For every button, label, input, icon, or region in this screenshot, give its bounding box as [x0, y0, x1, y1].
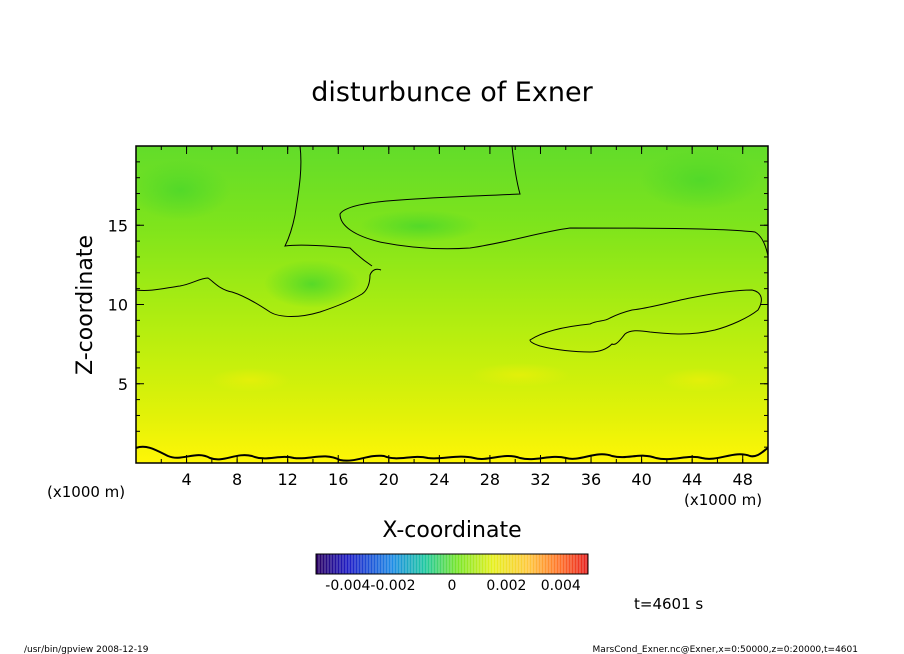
colorbar-stripes [318, 554, 587, 574]
contour-line [136, 268, 382, 317]
footer-left: /usr/bin/gpview 2008-12-19 [24, 645, 149, 654]
field-maximum-region [470, 363, 570, 387]
x-tick-label: 24 [429, 470, 449, 489]
x-tick-label: 20 [379, 470, 399, 489]
colorbar-tick-label: 0.002 [486, 578, 526, 594]
x-unit-right: (x1000 m) [684, 491, 762, 509]
contour-line [136, 445, 768, 462]
contour-line [339, 146, 768, 257]
plot-area [136, 146, 768, 463]
colorbar-tick-label: 0 [448, 578, 457, 594]
x-tick-label: 40 [631, 470, 651, 489]
x-tick-label: 16 [328, 470, 348, 489]
colorbar-tick-label: 0.004 [541, 578, 581, 594]
x-tick-label: 32 [530, 470, 550, 489]
colorbar-frame [315, 553, 589, 575]
y-tick-label: 15 [108, 216, 128, 235]
field-maximum-region [210, 368, 290, 392]
contour-line [284, 146, 373, 267]
x-tick-label: 36 [581, 470, 601, 489]
x-tick-label: 28 [480, 470, 500, 489]
field-minimum-region [264, 260, 360, 308]
field-maximum-region [660, 368, 740, 392]
field-minimum-region [136, 160, 230, 220]
x-tick-label: 48 [733, 470, 753, 489]
x-tick-label: 12 [278, 470, 298, 489]
contour-line [529, 289, 762, 353]
chart-title: disturbunce of Exner [311, 77, 593, 108]
y-tick-label: 5 [118, 375, 128, 394]
footer-right: MarsCond_Exner.nc@Exner,x=0:50000,z=0:20… [593, 645, 858, 654]
colorbar-tick-label: -0.004-0.002 [325, 578, 415, 594]
x-axis-label: X-coordinate [382, 518, 521, 543]
y-tick-label: 10 [108, 296, 128, 315]
y-axis-label: Z-coordinate [73, 235, 98, 375]
field-minimum-region [640, 150, 760, 210]
colorbar: -0.004-0.002 0 0.002 0.004 [315, 553, 589, 594]
time-label: t=4601 s [634, 595, 703, 613]
field-minimum-region [360, 210, 480, 242]
x-tick-label: 44 [682, 470, 702, 489]
x-tick-label: 8 [232, 470, 242, 489]
colorbar-gradient [316, 554, 588, 574]
x-unit-left: (x1000 m) [47, 483, 125, 501]
colorbar-labels: -0.004-0.002 0 0.002 0.004 [325, 578, 581, 594]
x-tick-label: 4 [181, 470, 191, 489]
